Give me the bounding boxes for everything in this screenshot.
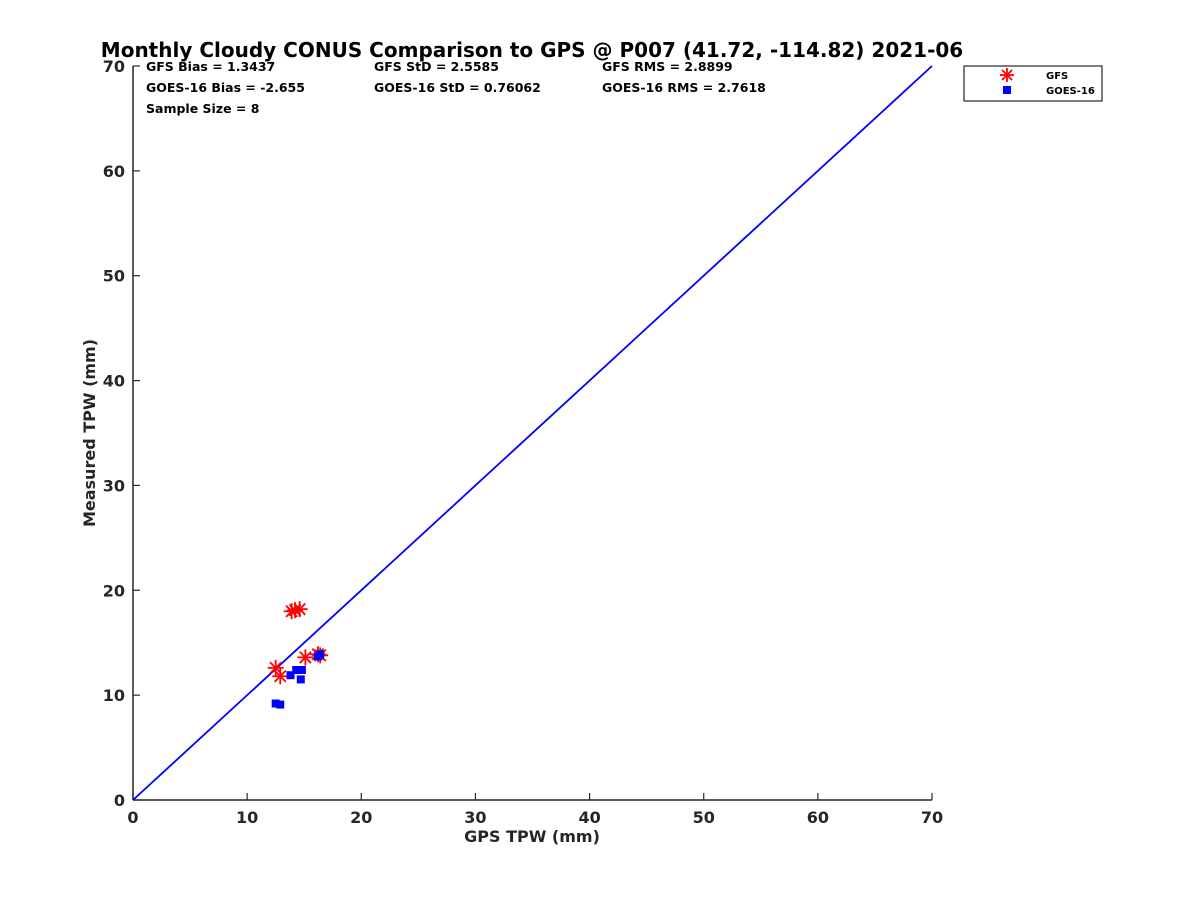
goes-16-point bbox=[286, 671, 295, 680]
legend-goes-16-label: GOES-16 bbox=[1046, 86, 1095, 97]
goes-16-point bbox=[316, 650, 325, 659]
y-tick-label: 20 bbox=[103, 581, 125, 600]
x-tick-label: 40 bbox=[578, 808, 600, 827]
chart-title: Monthly Cloudy CONUS Comparison to GPS @… bbox=[101, 38, 963, 62]
y-axis-ticks: 0 10 20 30 40 50 60 70 bbox=[103, 57, 140, 810]
goes-16-point bbox=[276, 700, 285, 709]
goes-16-point bbox=[292, 665, 301, 674]
legend-goes-16-marker bbox=[1003, 86, 1011, 94]
gfs-std-text: GFS StD = 2.5585 bbox=[374, 59, 499, 74]
y-axis-label: Measured TPW (mm) bbox=[80, 339, 99, 527]
goes-16-point bbox=[297, 665, 306, 674]
x-tick-label: 20 bbox=[350, 808, 372, 827]
y-tick-label: 10 bbox=[103, 686, 125, 705]
y-tick-label: 0 bbox=[114, 791, 125, 810]
x-tick-label: 10 bbox=[236, 808, 258, 827]
y-tick-label: 70 bbox=[103, 57, 125, 76]
goes-rms-text: GOES-16 RMS = 2.7618 bbox=[602, 80, 766, 95]
legend: GFS GOES-16 bbox=[963, 65, 1103, 102]
x-axis-ticks: 0 10 20 30 40 50 60 70 bbox=[127, 793, 943, 827]
goes-16-series bbox=[271, 650, 325, 709]
y-tick-label: 60 bbox=[103, 162, 125, 181]
one-to-one-line bbox=[132, 65, 933, 801]
gfs-point bbox=[297, 649, 314, 666]
legend-box bbox=[963, 65, 1103, 102]
x-tick-label: 50 bbox=[693, 808, 715, 827]
legend-gfs-label: GFS bbox=[1046, 71, 1068, 82]
goes-bias-text: GOES-16 Bias = -2.655 bbox=[146, 80, 305, 95]
y-tick-label: 30 bbox=[103, 476, 125, 495]
x-tick-label: 30 bbox=[464, 808, 486, 827]
legend-gfs-marker bbox=[1000, 68, 1014, 82]
x-tick-label: 70 bbox=[921, 808, 943, 827]
goes-16-point bbox=[271, 699, 280, 708]
reference-line-group bbox=[132, 65, 933, 801]
gfs-bias-text: GFS Bias = 1.3437 bbox=[146, 59, 275, 74]
y-tick-label: 50 bbox=[103, 267, 125, 286]
gfs-point bbox=[291, 601, 308, 618]
x-tick-label: 60 bbox=[807, 808, 829, 827]
y-tick-label: 40 bbox=[103, 372, 125, 391]
gfs-point bbox=[267, 659, 284, 676]
x-tick-label: 0 bbox=[127, 808, 138, 827]
gfs-point bbox=[272, 668, 289, 685]
goes-std-text: GOES-16 StD = 0.76062 bbox=[374, 80, 541, 95]
gfs-rms-text: GFS RMS = 2.8899 bbox=[602, 59, 733, 74]
legend-gfs-asterisk bbox=[1000, 68, 1014, 82]
goes-16-point bbox=[296, 675, 305, 684]
sample-size-text: Sample Size = 8 bbox=[146, 101, 259, 116]
x-axis-label: GPS TPW (mm) bbox=[464, 827, 600, 846]
